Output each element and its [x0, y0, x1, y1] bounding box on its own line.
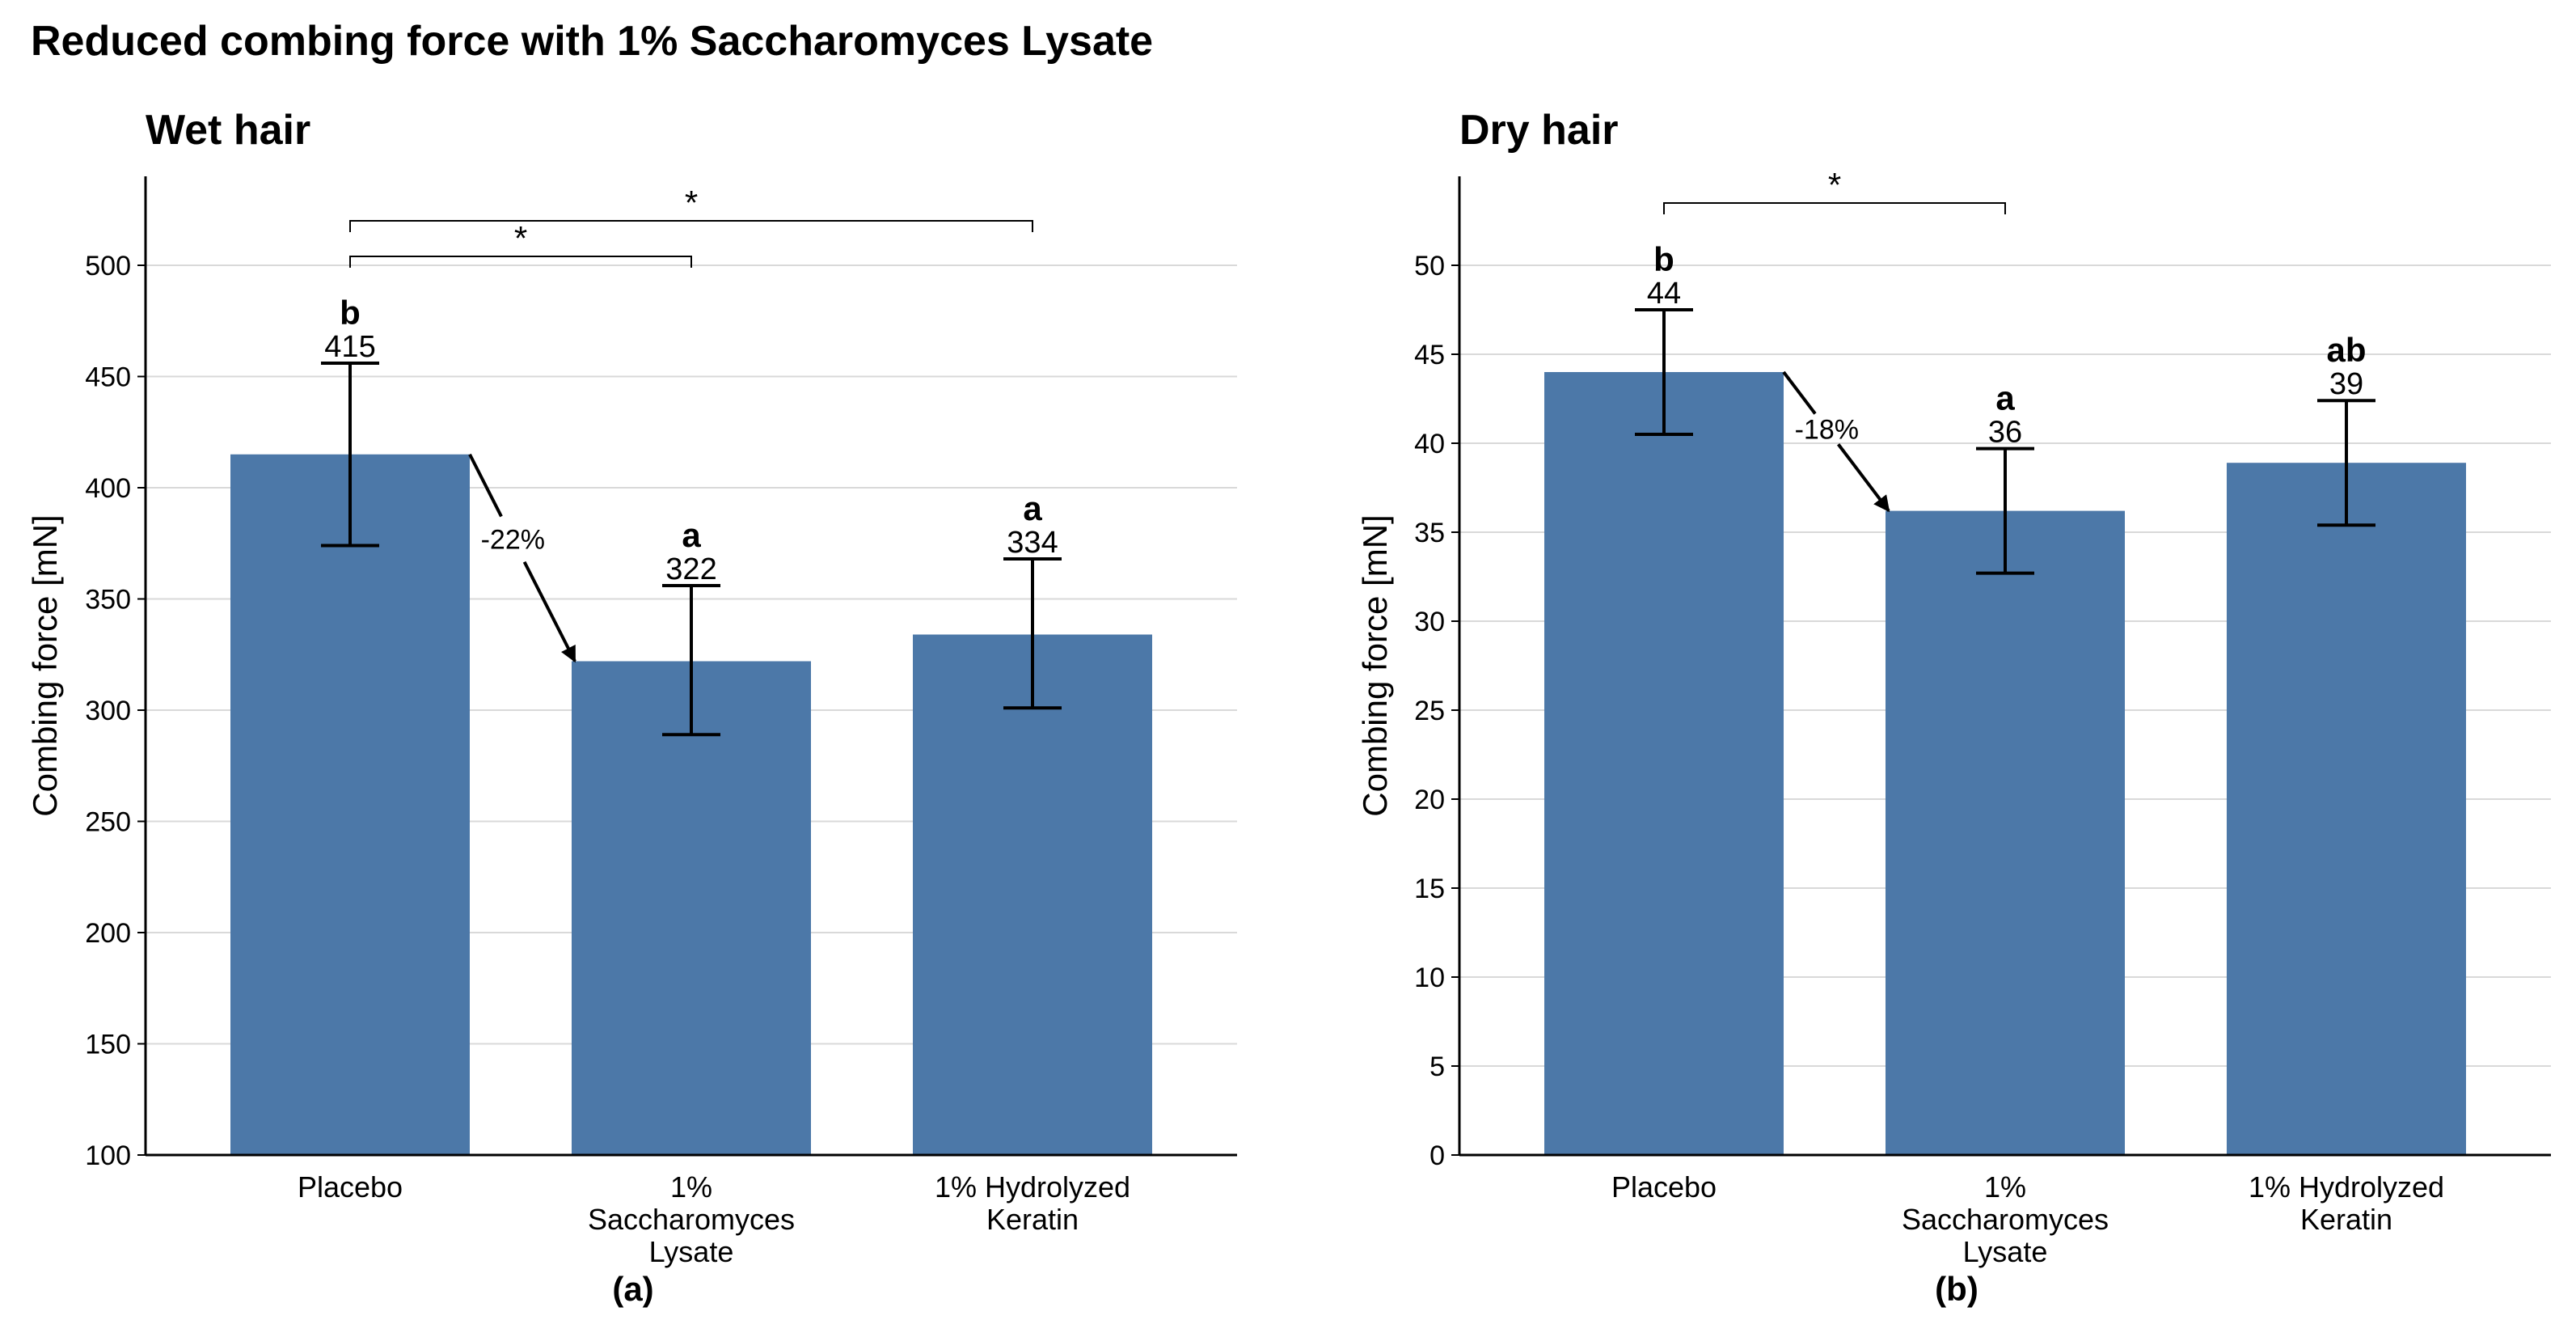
change-arrow-line	[468, 453, 503, 518]
x-tick-label: Placebo	[1611, 1170, 1717, 1204]
y-tick-label: 15	[1414, 874, 1445, 904]
significance-bracket	[349, 256, 692, 268]
change-label: -22%	[481, 525, 545, 556]
x-tick-label: 1% Saccharomyces Lysate	[1902, 1170, 2109, 1268]
data-label: 36	[1988, 416, 2022, 450]
data-label: 39	[2329, 367, 2363, 401]
group-letter: ab	[2326, 331, 2366, 369]
y-tick-label: 50	[1414, 251, 1445, 281]
bar	[230, 454, 470, 1155]
significance-bracket	[349, 220, 1033, 232]
y-tick-label: 20	[1414, 785, 1445, 815]
y-tick-label: 400	[85, 473, 131, 504]
y-tick-label: 300	[85, 696, 131, 726]
y-tick-label: 150	[85, 1030, 131, 1060]
x-tick-label: 1% Saccharomyces Lysate	[588, 1170, 795, 1268]
group-letter: b	[340, 294, 361, 332]
y-tick-label: 100	[85, 1140, 131, 1171]
panel-label: (a)	[612, 1270, 653, 1308]
data-label: 322	[665, 552, 716, 586]
y-tick-label: 450	[85, 362, 131, 393]
bar	[2227, 463, 2466, 1155]
y-tick-label: 5	[1429, 1051, 1445, 1082]
bar	[572, 661, 811, 1155]
x-tick-label: 1% Hydrolyzed Keratin	[935, 1170, 1130, 1236]
y-tick-label: 0	[1429, 1140, 1445, 1171]
data-label: 415	[324, 330, 375, 364]
significance-star: *	[514, 219, 527, 257]
change-arrow-line	[1782, 370, 1817, 415]
y-tick-label: 40	[1414, 429, 1445, 459]
panel-title: Dry hair	[1459, 107, 1619, 154]
y-tick-label: 200	[85, 918, 131, 949]
group-letter: a	[1995, 379, 2015, 417]
y-tick-label: 45	[1414, 340, 1445, 370]
significance-star: *	[685, 184, 698, 222]
group-letter: a	[1023, 489, 1042, 527]
change-label: -18%	[1795, 414, 1859, 445]
y-tick-label: 350	[85, 585, 131, 616]
data-label: 44	[1647, 277, 1681, 311]
bar	[1544, 372, 1784, 1155]
y-tick-label: 25	[1414, 696, 1445, 726]
y-axis-title: Combing force [mN]	[26, 514, 64, 816]
y-tick-label: 10	[1414, 963, 1445, 993]
y-tick-label: 30	[1414, 607, 1445, 637]
group-letter: a	[682, 516, 701, 554]
change-arrow	[1837, 443, 1890, 513]
bar	[913, 634, 1152, 1155]
figure-title: Reduced combing force with 1% Saccharomy…	[31, 18, 1153, 65]
y-tick-label: 500	[85, 251, 131, 281]
y-axis-title: Combing force [mN]	[1356, 514, 1394, 816]
y-tick-label: 250	[85, 807, 131, 838]
panel-label: (b)	[1935, 1270, 1978, 1308]
bar	[1886, 510, 2125, 1155]
significance-bracket	[1663, 202, 2006, 214]
significance-star: *	[1828, 166, 1841, 204]
x-tick-label: Placebo	[298, 1170, 403, 1204]
y-tick-label: 35	[1414, 518, 1445, 548]
change-arrow	[522, 561, 576, 663]
x-tick-label: 1% Hydrolyzed Keratin	[2249, 1170, 2444, 1236]
panel-title: Wet hair	[146, 107, 310, 154]
group-letter: b	[1653, 240, 1674, 278]
data-label: 334	[1007, 526, 1058, 560]
